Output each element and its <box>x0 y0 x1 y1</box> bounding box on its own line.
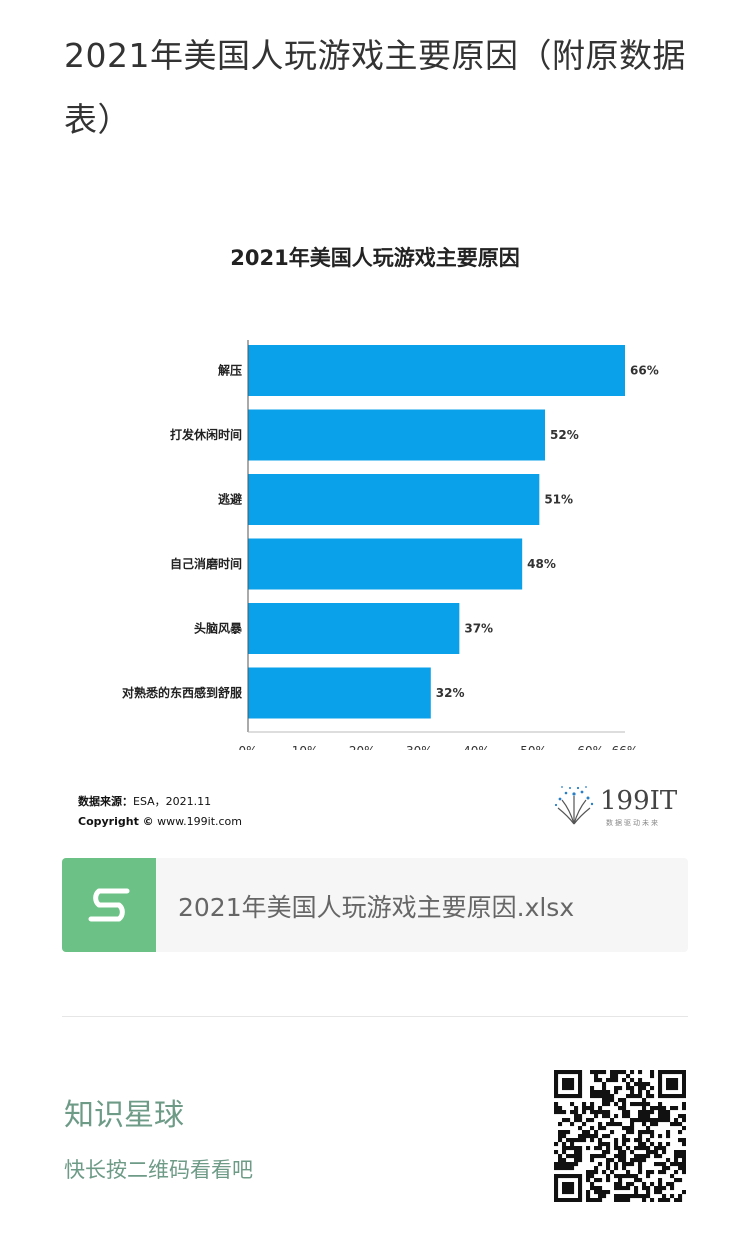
category-label: 自己消磨时间 <box>170 556 242 571</box>
bar-5 <box>248 667 431 719</box>
logo-dandelion-icon <box>554 786 594 825</box>
category-label: 解压 <box>218 363 242 378</box>
source-label: 数据来源： <box>78 795 133 808</box>
footer-title: 知识星球 <box>64 1098 184 1133</box>
value-label: 52% <box>550 428 579 442</box>
x-tick-label: 60% <box>577 744 604 750</box>
x-tick-label: 20% <box>349 744 376 750</box>
value-label: 51% <box>544 493 573 507</box>
bar-3 <box>248 538 523 590</box>
value-label: 37% <box>464 622 493 636</box>
x-tick-label: 30% <box>406 744 433 750</box>
chart-title: 2021年美国人玩游戏主要原因 <box>230 246 520 270</box>
bar-0 <box>248 345 625 396</box>
value-label: 48% <box>527 557 556 571</box>
value-label: 66% <box>630 364 659 378</box>
copyright-value: www.199it.com <box>157 815 243 828</box>
chart-source: 数据来源：ESA，2021.11 Copyright © www.199it.c… <box>78 792 242 832</box>
bar-chart: 解压 66% 打发休闲时间 52% 逃避 51% 自己消磨时间 48% 头脑风暴 37% 对熟悉的东… <box>122 340 659 750</box>
199it-logo: 199IT 数据驱动未来 <box>552 784 692 832</box>
x-tick-label: 0% <box>238 744 257 750</box>
bar-2 <box>248 474 540 525</box>
logo-text: 199IT <box>600 786 678 816</box>
category-label: 逃避 <box>218 492 242 507</box>
bar-1 <box>248 409 546 461</box>
spreadsheet-s-icon <box>62 858 156 952</box>
attachment-filename[interactable]: 2021年美国人玩游戏主要原因.xlsx <box>178 893 575 922</box>
footer-hint: 快长按二维码看看吧 <box>64 1158 253 1182</box>
qr-code[interactable] <box>554 1070 686 1202</box>
category-label: 打发休闲时间 <box>170 427 242 442</box>
copyright-label: Copyright © <box>78 815 154 828</box>
bar-4 <box>248 603 460 654</box>
x-tick-label: 66% <box>612 744 639 750</box>
category-label: 头脑风暴 <box>194 621 243 636</box>
value-label: 32% <box>436 686 465 700</box>
logo-tagline: 数据驱动未来 <box>606 819 660 827</box>
divider <box>62 1016 688 1017</box>
source-value: ESA，2021.11 <box>133 795 212 808</box>
article-title: 2021年美国人玩游戏主要原因（附原数据表） <box>64 36 686 139</box>
x-tick-label: 10% <box>292 744 319 750</box>
x-tick-label: 50% <box>520 744 547 750</box>
x-tick-label: 40% <box>463 744 490 750</box>
category-label: 对熟悉的东西感到舒服 <box>122 685 243 700</box>
attachment-card[interactable]: 2021年美国人玩游戏主要原因.xlsx <box>62 858 688 952</box>
